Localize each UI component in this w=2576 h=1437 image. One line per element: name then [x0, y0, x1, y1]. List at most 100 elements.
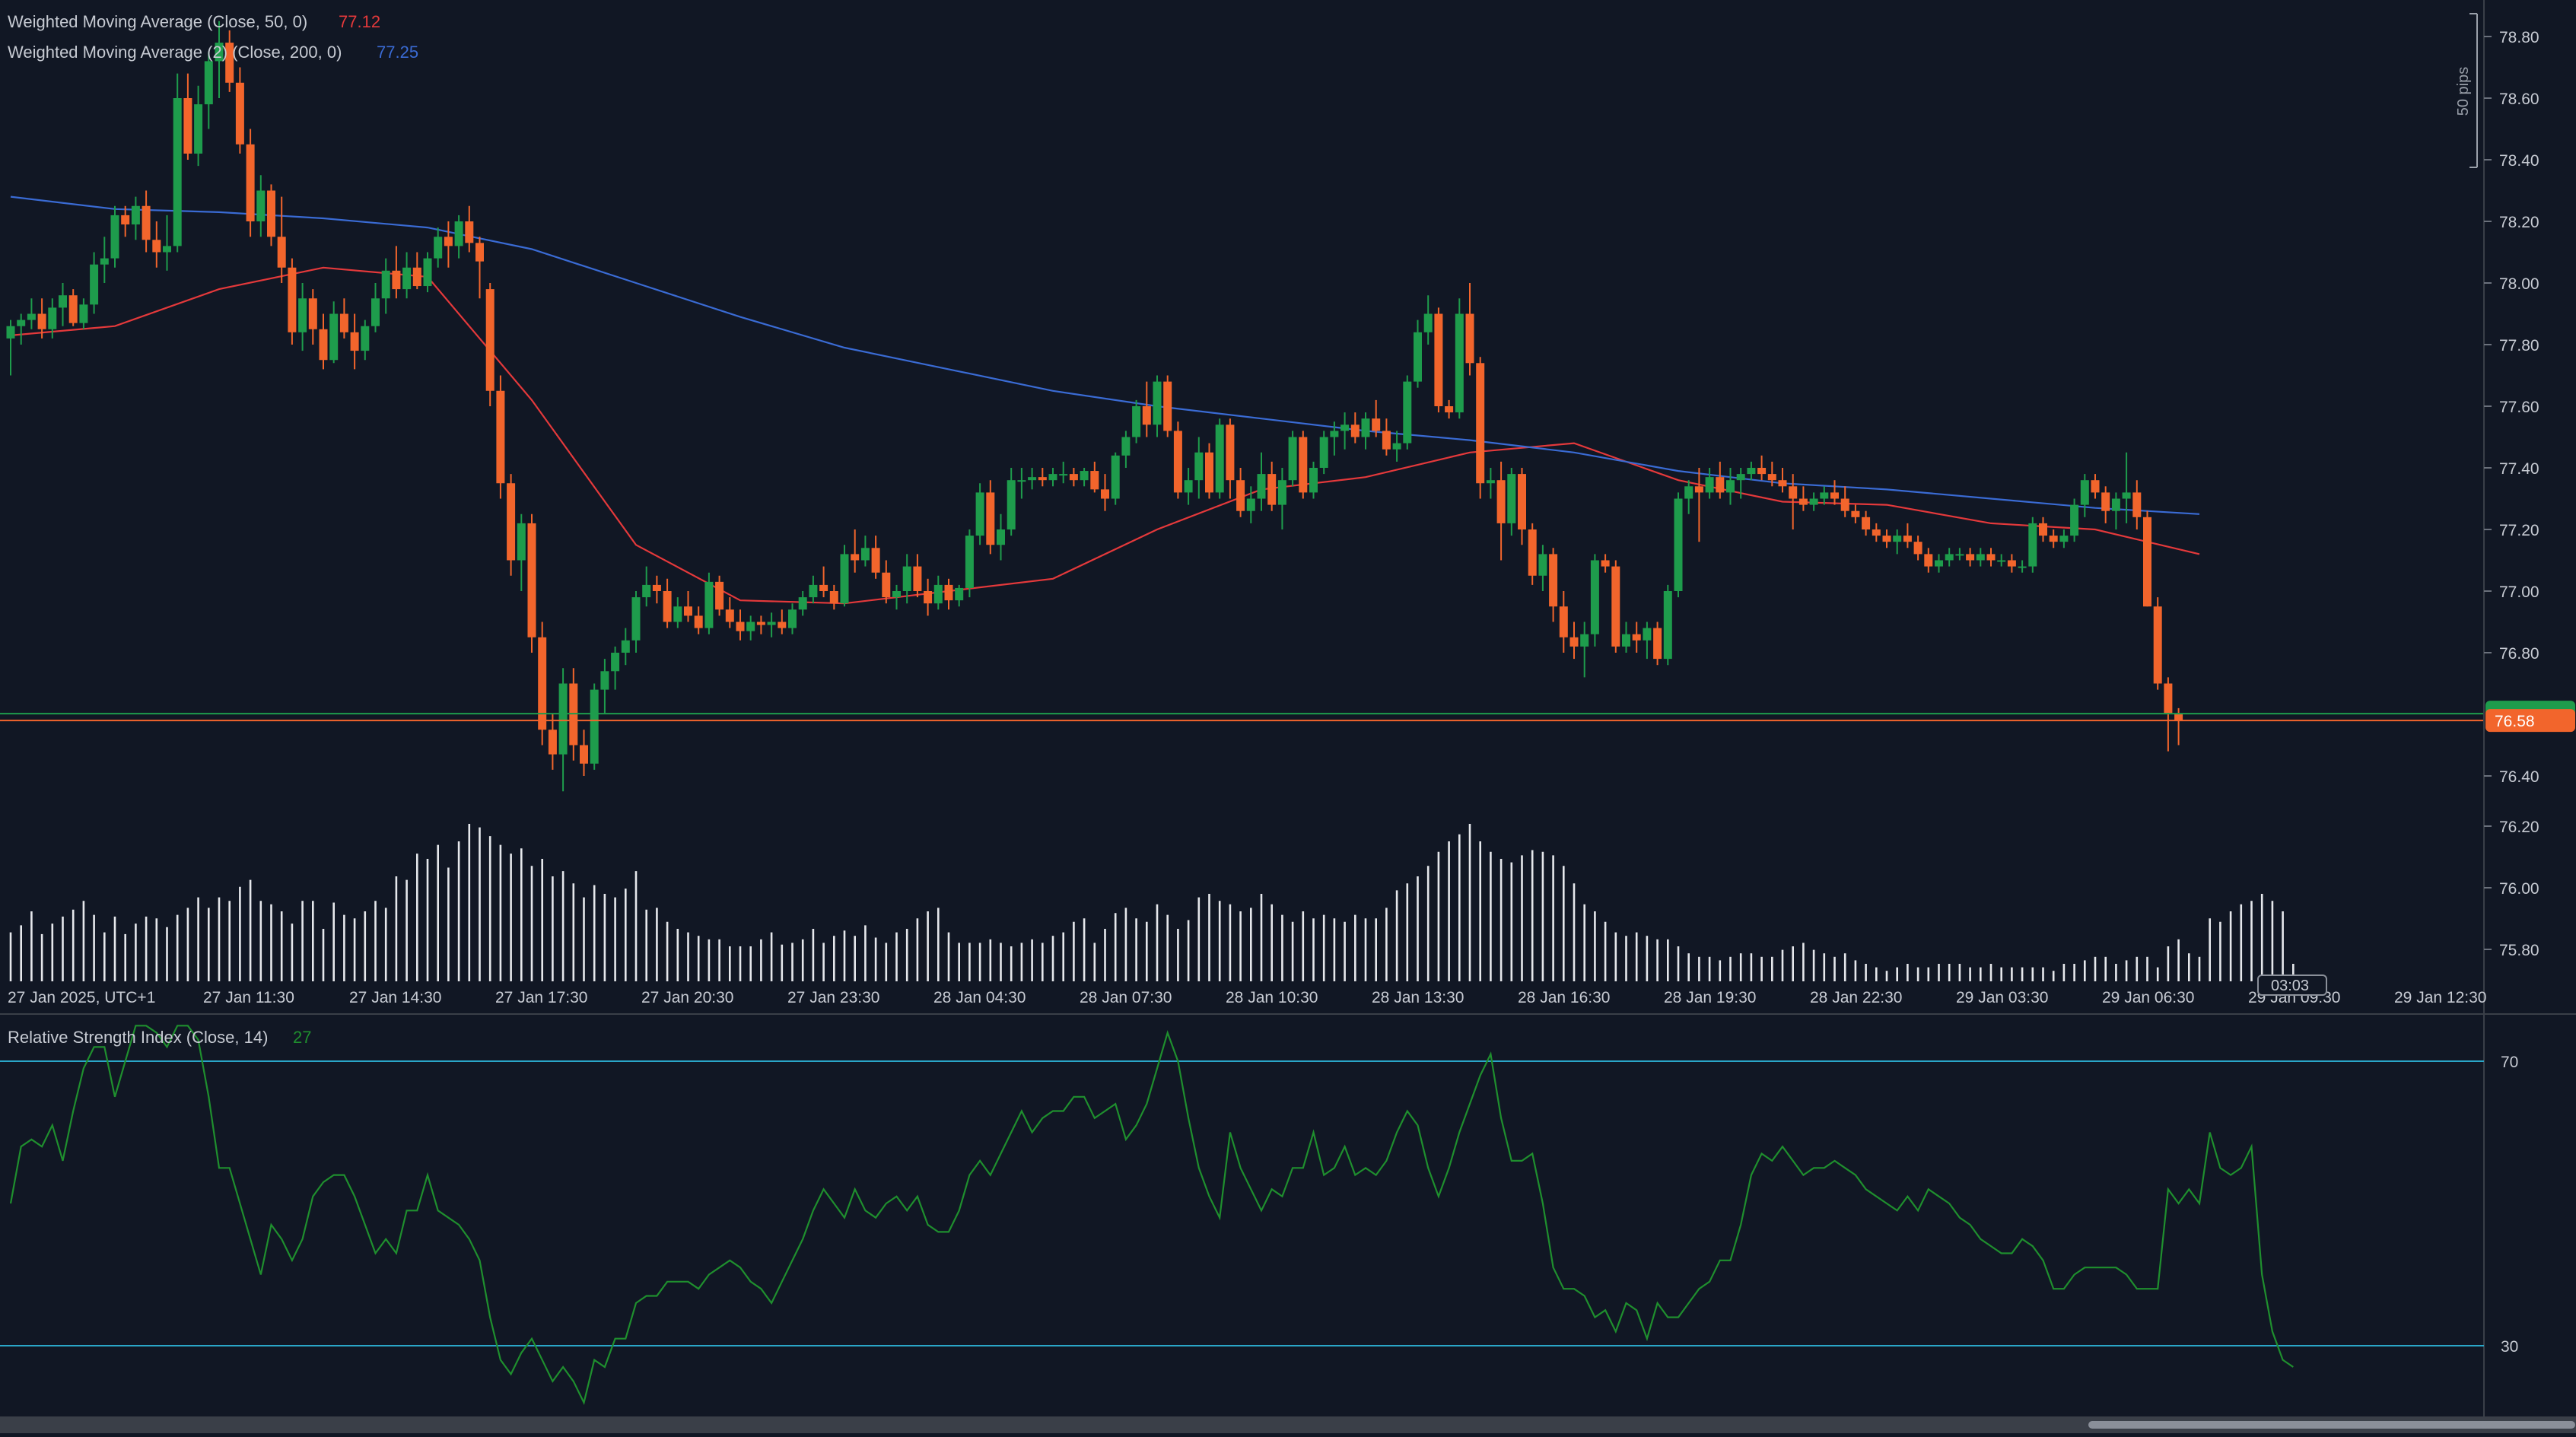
candle-down: [496, 390, 505, 484]
candle-up: [1194, 452, 1204, 481]
candle-down: [882, 572, 891, 598]
candle-down: [1882, 536, 1891, 542]
candle-up: [1257, 474, 1266, 499]
candle-up: [131, 205, 140, 225]
candle-down: [913, 566, 922, 591]
candle-up: [631, 597, 641, 641]
candle-up: [1017, 480, 1026, 482]
candle-up: [2059, 536, 2069, 542]
candle-down: [819, 584, 828, 591]
scrollbar-thumb[interactable]: [2088, 1421, 2575, 1429]
candle-up: [1455, 313, 1464, 413]
price-tick-label: 76.80: [2499, 645, 2539, 663]
candle-down: [1236, 480, 1245, 511]
candle-up: [2080, 480, 2089, 505]
candle-up: [2111, 498, 2120, 511]
candle-down: [1862, 517, 1871, 529]
candle-down: [548, 730, 557, 755]
time-tick-label: 27 Jan 11:30: [203, 989, 294, 1006]
candle-up: [1361, 418, 1370, 437]
candle-down: [1569, 637, 1579, 647]
candle-down: [1445, 406, 1454, 413]
candle-up: [1111, 455, 1120, 499]
candle-up: [997, 529, 1005, 545]
price-axis[interactable]: 78.80 78.60 78.40 78.20 78.00 77.80 77.60 77.40…: [2483, 0, 2575, 1416]
candle-up: [1048, 474, 1057, 481]
wma50-legend-label: Weighted Moving Average (Close, 50, 0): [8, 12, 307, 31]
candle-down: [851, 554, 860, 561]
candle-up: [892, 591, 901, 598]
candle-down: [485, 289, 495, 391]
candle-up: [1955, 554, 1964, 556]
candle-down: [2101, 492, 2110, 511]
candle-up: [1392, 443, 1401, 450]
candle-up: [27, 313, 36, 320]
candle-up: [2122, 492, 2131, 499]
candle-up: [2028, 523, 2037, 567]
candle-up: [902, 566, 911, 591]
time-tick-label: 28 Jan 07:30: [1080, 989, 1172, 1006]
candle-down: [465, 221, 474, 243]
rsi-panel[interactable]: [0, 1025, 2484, 1406]
candle-down: [507, 483, 516, 561]
candle-down: [1840, 498, 1849, 511]
price-tick-label: 77.40: [2499, 460, 2539, 478]
candle-up: [1976, 554, 1985, 561]
candle-down: [412, 267, 421, 287]
scrollbar-track[interactable]: [0, 1416, 2576, 1433]
candle-up: [621, 640, 630, 653]
candle-up: [79, 304, 88, 323]
time-tick-label: 28 Jan 13:30: [1372, 989, 1464, 1006]
rsi-legend-value: 27: [293, 1028, 311, 1047]
candle-up: [1007, 480, 1016, 529]
candle-down: [1611, 566, 1620, 647]
candle-up: [59, 295, 67, 308]
time-axis[interactable]: 27 Jan 2025, UTC+1 27 Jan 11:30 27 Jan 14:…: [0, 974, 2576, 1015]
time-tick-label: 27 Jan 23:30: [787, 989, 879, 1006]
candle-down: [1350, 424, 1360, 437]
candle-down: [2091, 480, 2100, 493]
candle-down: [694, 615, 703, 628]
candle-down: [1299, 437, 1308, 493]
candle-up: [1486, 480, 1495, 484]
candle-down: [580, 745, 588, 764]
candle-up: [100, 258, 109, 265]
candle-down: [1798, 498, 1808, 505]
price-tick-label: 77.20: [2499, 522, 2539, 539]
time-tick-label: 29 Jan 12:30: [2394, 989, 2486, 1006]
candle-up: [1643, 628, 1652, 641]
candle-down: [183, 98, 192, 154]
candle-down: [475, 243, 484, 262]
candle-up: [1215, 424, 1224, 493]
candle-down: [1789, 486, 1798, 499]
candle-up: [1684, 486, 1693, 499]
candle-down: [1653, 628, 1662, 660]
candle-down: [2174, 714, 2183, 721]
candle-up: [1246, 498, 1255, 511]
current-price-tag: [2485, 709, 2575, 733]
candle-down: [2143, 517, 2151, 607]
candle-down: [1757, 468, 1767, 475]
wma200-legend-label: Weighted Moving Average (2) (Close, 200,…: [8, 43, 342, 62]
candle-up: [1747, 468, 1756, 475]
candle-down: [288, 267, 297, 332]
candle-down: [924, 591, 933, 604]
candle-down: [1372, 418, 1381, 431]
candle-down: [1090, 471, 1099, 490]
candle-down: [1778, 480, 1787, 487]
price-panel[interactable]: [0, 0, 2484, 1008]
candle-up: [215, 43, 224, 62]
candle-down: [2049, 536, 2058, 542]
candle-up: [2018, 566, 2027, 568]
time-tick-label: 28 Jan 22:30: [1810, 989, 1902, 1006]
candle-up: [1820, 492, 1829, 499]
candle-up: [517, 523, 526, 561]
candle-up: [1059, 474, 1068, 476]
wma200-legend-value: 77.25: [377, 43, 418, 62]
candle-down: [1465, 313, 1474, 364]
candle-down: [736, 622, 745, 631]
wma50-legend-value: 77.12: [339, 12, 380, 31]
rsi-tick-label: 30: [2501, 1338, 2518, 1356]
